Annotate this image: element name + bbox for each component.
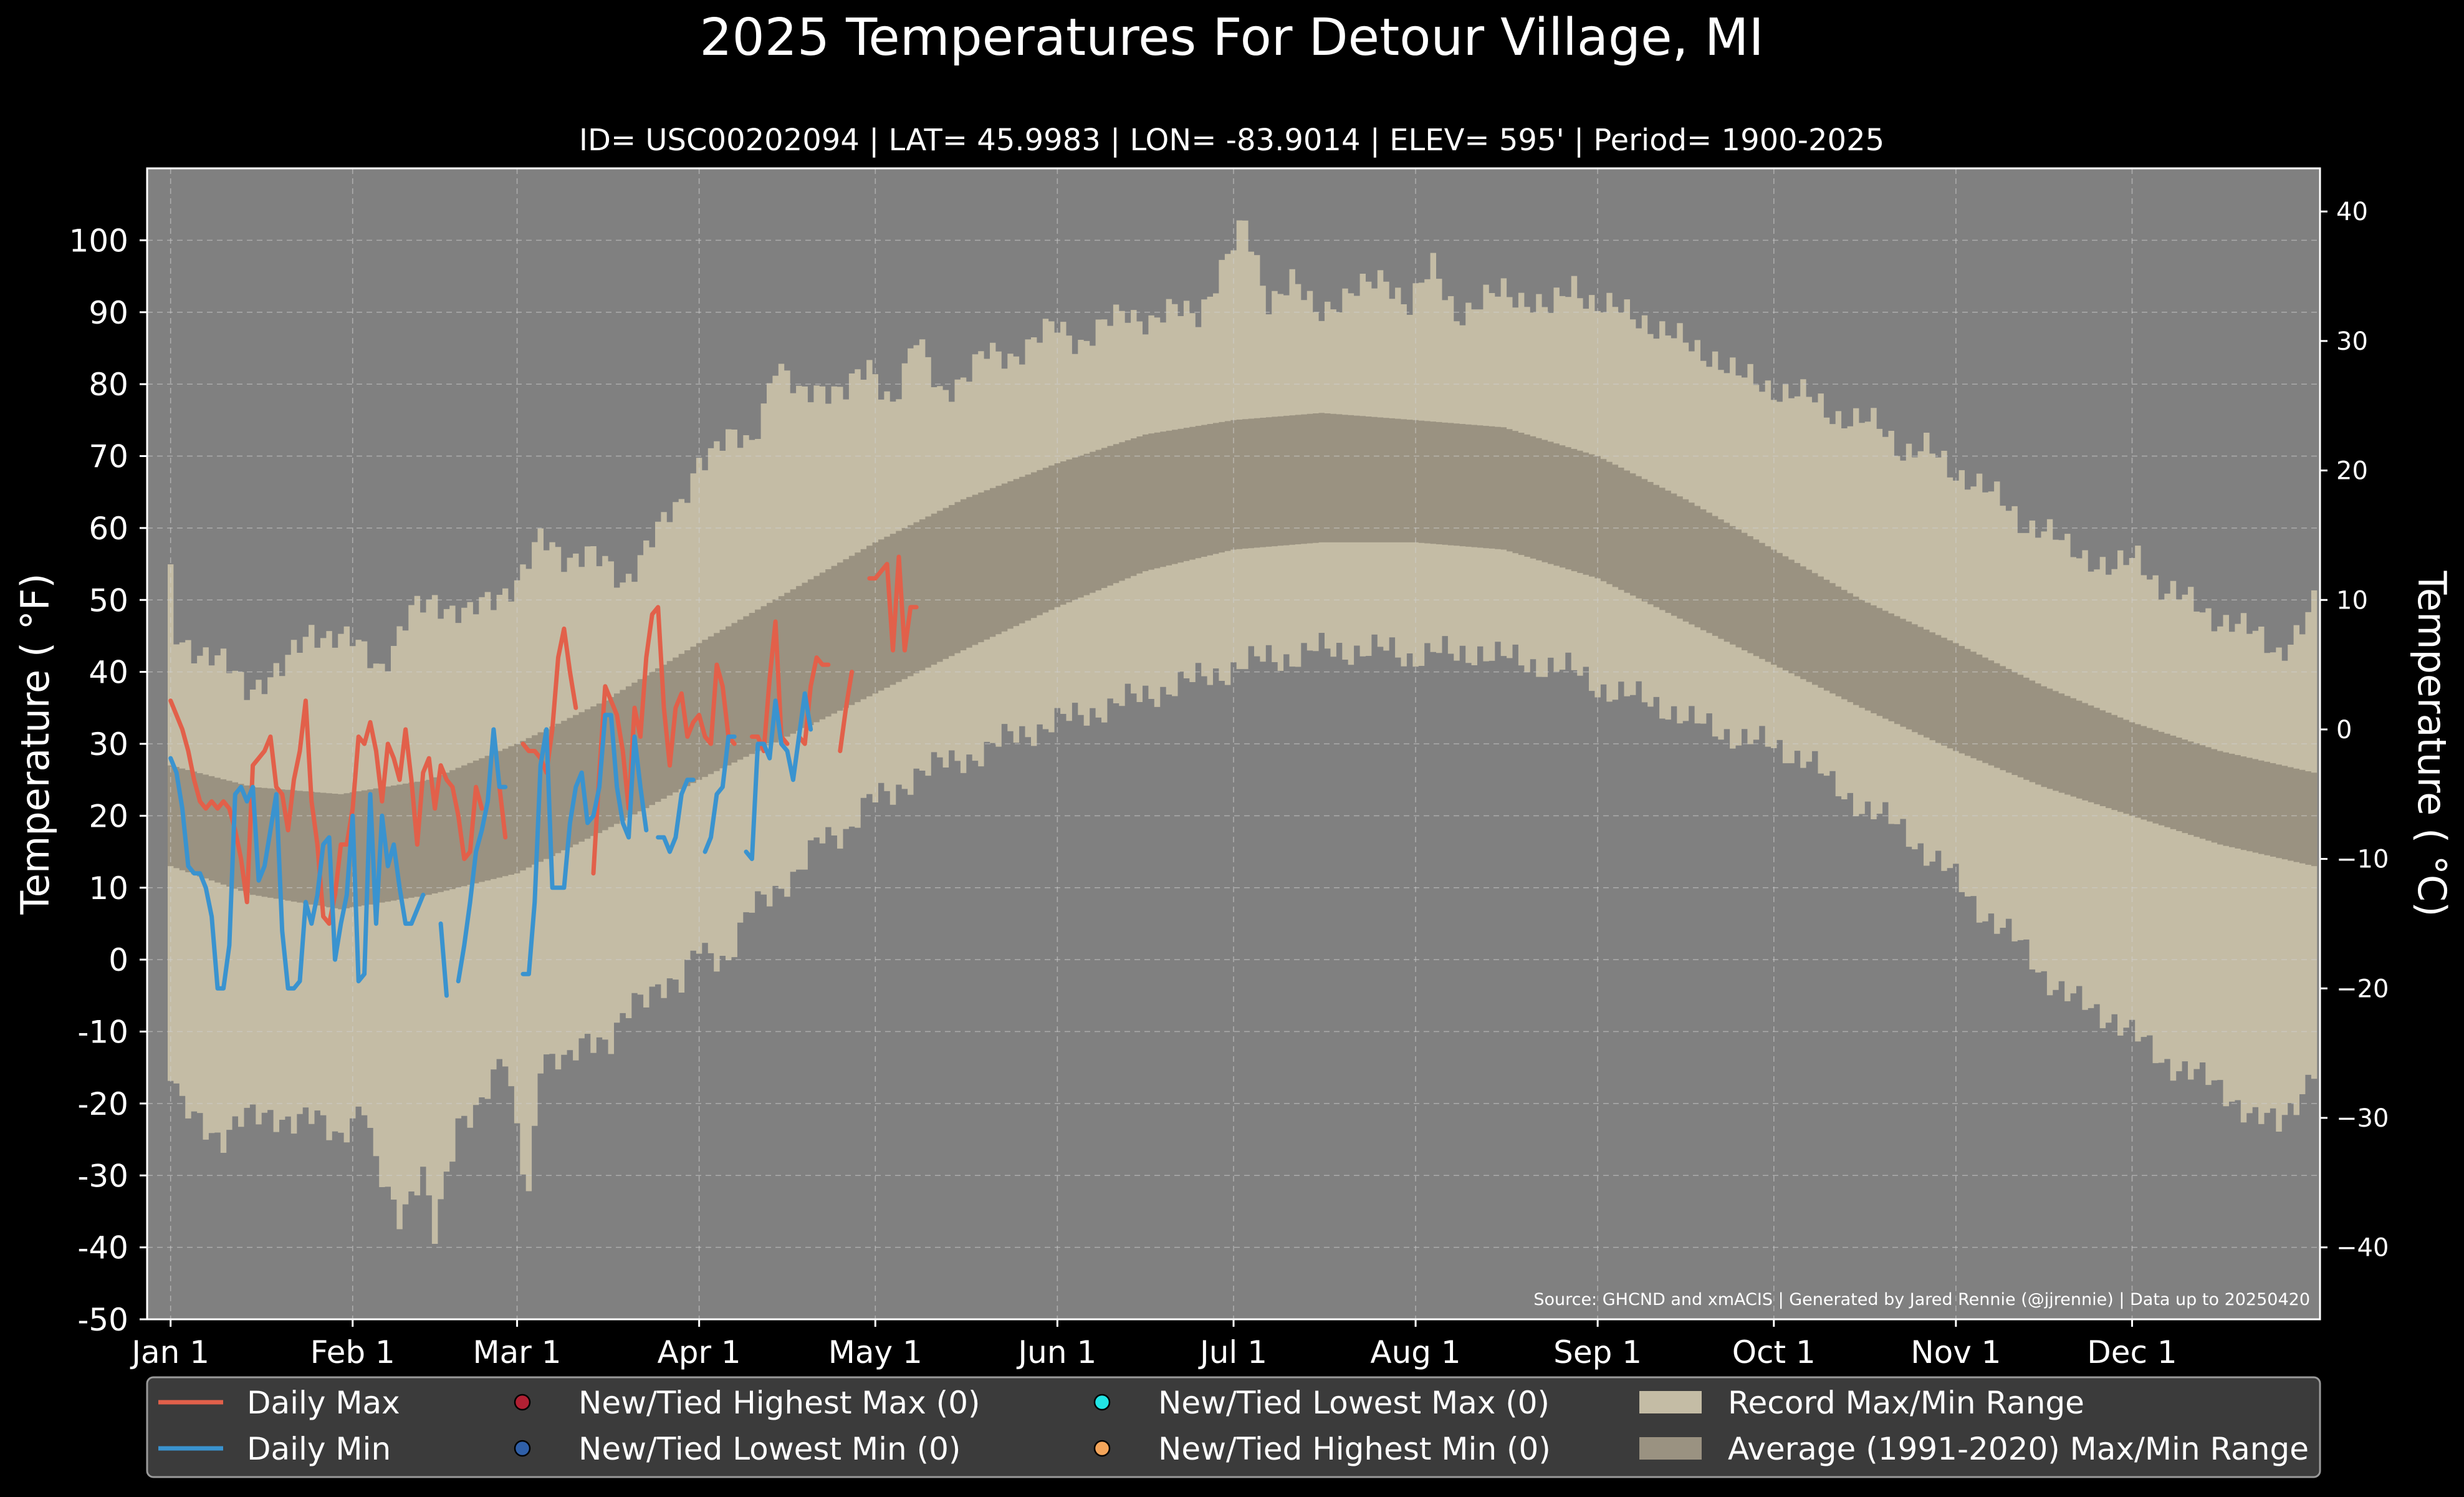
y-tick-label-f: 0 [108, 942, 128, 978]
legend-dot-swatch [1093, 1394, 1111, 1411]
y-tick-label-f: -30 [77, 1158, 128, 1194]
x-tick-label: Sep 1 [1553, 1334, 1642, 1370]
legend: Daily Max Daily Min New/Tied Highest Max (… [146, 1376, 2321, 1478]
daily-max-line [168, 698, 484, 926]
y-tick-label-c: 30 [2336, 327, 2368, 356]
legend-label: New/Tied Highest Min (0) [1158, 1431, 1551, 1467]
legend-box [146, 1376, 2321, 1478]
daily-min-line [520, 713, 649, 976]
legend-dot-swatch [514, 1440, 531, 1457]
legend-item: New/Tied Highest Min (0) [1093, 1431, 1551, 1467]
x-tick-label: Feb 1 [310, 1334, 395, 1370]
legend-label: Average (1991-2020) Max/Min Range [1728, 1431, 2309, 1467]
legend-dot-swatch [1093, 1440, 1111, 1457]
y-tick-label-f: -50 [77, 1302, 128, 1338]
legend-item: New/Tied Lowest Min (0) [514, 1431, 961, 1467]
legend-label: New/Tied Lowest Min (0) [578, 1431, 961, 1467]
y-tick-label-c: −10 [2336, 845, 2389, 874]
legend-item: New/Tied Highest Max (0) [514, 1385, 980, 1421]
y-tick-label-f: 100 [69, 223, 128, 259]
x-tick-label: Jan 1 [130, 1334, 209, 1370]
x-tick-label: Nov 1 [1910, 1334, 2001, 1370]
y-tick-label-f: 60 [89, 511, 128, 547]
y-tick-label-f: -20 [77, 1086, 128, 1122]
chart-subtitle: ID= USC00202094 | LAT= 45.9983 | LON= -8… [579, 123, 1884, 158]
y-tick-label-f: 20 [89, 798, 128, 834]
x-axis: Jan 1 Feb 1 Mar 1 Apr 1 May 1 Jun 1 Jul 1 Aug 1… [130, 1319, 2177, 1370]
legend-item: Daily Min [158, 1431, 391, 1467]
y-tick-label-f: 10 [89, 870, 128, 907]
y-tick-label-c: −20 [2336, 975, 2389, 1003]
x-tick-label: Dec 1 [2087, 1334, 2177, 1370]
daily-max-line [838, 670, 855, 753]
legend-label: Daily Min [247, 1431, 391, 1467]
y-tick-label-f: -40 [77, 1230, 128, 1266]
legend-dot-swatch [514, 1394, 531, 1411]
y-tick-label-c: −30 [2336, 1104, 2389, 1133]
daily-max-line [591, 605, 737, 876]
plot-area [146, 167, 2321, 1321]
y-tick-label-c: 0 [2336, 716, 2352, 744]
y-tick-label-f: 90 [89, 295, 128, 331]
legend-patch-swatch [1639, 1391, 1702, 1413]
x-tick-label: Oct 1 [1732, 1334, 1816, 1370]
y-tick-label-f: 80 [89, 367, 128, 403]
daily-max-line [867, 554, 919, 653]
daily-min-line [438, 921, 449, 998]
y-tick-label-f: 50 [89, 582, 128, 619]
y-axis-right: −40 −30 −20 −10 0 10 20 30 40 [2320, 198, 2389, 1263]
legend-item: Record Max/Min Range [1639, 1385, 2084, 1421]
daily-min-line [168, 756, 426, 991]
legend-patch-swatch [1639, 1437, 1702, 1460]
daily-min-line [656, 777, 696, 854]
chart-title: 2025 Temperatures For Detour Village, MI [699, 8, 1763, 67]
y-tick-label-c: 20 [2336, 457, 2368, 486]
grid-lines [147, 168, 2320, 1320]
record-range-band [168, 220, 2318, 1244]
y-tick-label-c: −40 [2336, 1234, 2389, 1263]
x-tick-label: Apr 1 [658, 1334, 741, 1370]
daily-min-line [702, 734, 737, 854]
y-tick-label-f: 70 [89, 439, 128, 475]
daily-max-line [797, 655, 831, 746]
x-tick-label: Aug 1 [1370, 1334, 1460, 1370]
legend-item: New/Tied Lowest Max (0) [1093, 1385, 1550, 1421]
y-axis-left: -50 -40 -30 -20 -10 0 10 20 30 40 50 60 70 80 90 100 [69, 223, 147, 1338]
y-tick-label-c: 40 [2336, 198, 2368, 226]
legend-item: Average (1991-2020) Max/Min Range [1639, 1431, 2309, 1467]
x-tick-label: Jul 1 [1198, 1334, 1267, 1370]
x-tick-label: Mar 1 [473, 1334, 562, 1370]
daily-max-line [497, 784, 508, 840]
y-tick-label-f: 30 [89, 726, 128, 763]
legend-label: New/Tied Highest Max (0) [578, 1385, 980, 1421]
y-axis-label-left: Temperature ( °F) [12, 573, 58, 915]
legend-label: Daily Max [247, 1385, 400, 1421]
daily-min-line [744, 691, 813, 862]
x-tick-label: May 1 [828, 1334, 923, 1370]
y-tick-label-f: 40 [89, 655, 128, 691]
legend-label: New/Tied Lowest Max (0) [1158, 1385, 1550, 1421]
y-tick-label-c: 10 [2336, 586, 2368, 615]
y-axis-label-right: Temperature ( °C) [2409, 570, 2455, 917]
daily-min-series [168, 691, 813, 998]
source-credit: Source: GHCND and xmACIS | Generated by … [1533, 1290, 2310, 1309]
legend-item: Daily Max [158, 1385, 400, 1421]
legend-label: Record Max/Min Range [1728, 1385, 2084, 1421]
daily-min-line [456, 727, 508, 984]
average-range-band [168, 413, 2318, 910]
y-tick-label-f: -10 [77, 1014, 128, 1051]
x-tick-label: Jun 1 [1016, 1334, 1096, 1370]
